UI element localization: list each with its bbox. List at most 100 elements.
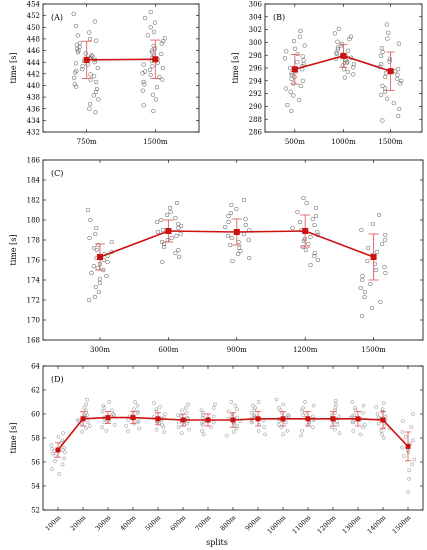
data-point — [104, 428, 109, 433]
data-point — [233, 403, 238, 408]
data-point — [281, 432, 285, 437]
data-point — [382, 74, 388, 80]
y-tick-label: 304 — [249, 13, 263, 21]
data-point — [60, 448, 65, 452]
data-point — [102, 406, 107, 410]
data-point — [234, 206, 239, 212]
data-point — [84, 426, 88, 431]
data-point — [177, 420, 181, 425]
data-point — [94, 86, 100, 92]
data-point — [310, 425, 315, 430]
x-tick-label: 100m — [44, 514, 63, 533]
data-point — [346, 48, 351, 53]
data-point — [151, 29, 157, 35]
data-point — [301, 238, 306, 244]
data-point — [284, 49, 289, 54]
data-point — [337, 414, 341, 419]
data-point — [304, 200, 309, 206]
data-point — [174, 200, 180, 206]
y-tick-label: 448 — [27, 36, 40, 44]
data-point — [308, 262, 313, 268]
data-point — [76, 48, 81, 53]
data-point — [400, 430, 405, 434]
data-point — [289, 108, 294, 114]
data-point — [177, 254, 182, 260]
data-point — [75, 418, 80, 422]
y-tick-label: 186 — [27, 157, 41, 165]
data-point — [73, 70, 78, 75]
data-point — [169, 235, 174, 241]
x-tick-label: 1500m — [378, 138, 403, 146]
data-point — [373, 267, 379, 273]
data-point — [274, 397, 279, 402]
data-point — [72, 82, 77, 87]
data-point — [91, 263, 97, 269]
data-point — [250, 420, 254, 425]
x-tick-label: 1200m — [316, 514, 338, 536]
data-point — [82, 406, 87, 410]
data-point — [311, 403, 316, 408]
y-tick-label: 64 — [31, 363, 40, 371]
mean-line — [86, 58, 156, 61]
data-point — [395, 76, 400, 82]
data-point — [50, 451, 55, 456]
panel-a: 432 434 436 438 440 442 444 446 448 450 452 454 time… — [9, 1, 200, 146]
data-point — [211, 406, 216, 410]
data-point — [342, 75, 347, 80]
data-point — [384, 96, 390, 101]
data-point — [186, 402, 191, 407]
y-tick-label: 292 — [249, 90, 262, 98]
data-point — [347, 37, 352, 42]
data-point — [289, 70, 294, 76]
y-tick-label: 454 — [27, 1, 41, 9]
data-point — [313, 213, 319, 219]
data-point — [288, 89, 293, 94]
data-point — [93, 79, 99, 85]
data-point — [295, 209, 300, 215]
data-point — [382, 264, 387, 270]
data-point — [297, 34, 303, 39]
data-point — [229, 235, 235, 241]
data-point — [395, 67, 401, 72]
data-point — [246, 237, 251, 243]
data-point — [162, 36, 168, 41]
data-point — [383, 70, 389, 76]
mean-marker — [155, 416, 161, 422]
x-tick-label: 900m — [244, 514, 263, 533]
data-point — [315, 229, 320, 235]
x-tick-label: 500m — [144, 514, 163, 533]
panel-label: (C) — [51, 169, 63, 178]
data-point — [249, 410, 254, 415]
data-point — [154, 427, 159, 432]
data-point — [87, 101, 93, 107]
data-point — [412, 457, 417, 462]
data-point — [95, 265, 100, 271]
data-point — [93, 231, 98, 237]
mean-marker — [305, 416, 311, 422]
data-point — [302, 43, 307, 48]
data-point — [135, 420, 140, 425]
data-point — [283, 420, 288, 425]
data-point — [406, 490, 411, 494]
data-point — [96, 97, 101, 102]
data-point — [137, 426, 141, 431]
y-tick-label: 180 — [27, 217, 40, 225]
data-point — [391, 101, 396, 106]
data-point — [178, 231, 183, 237]
data-point — [382, 86, 388, 91]
data-point — [397, 81, 403, 86]
data-point — [49, 443, 54, 448]
y-tick-label: 62 — [31, 387, 40, 395]
data-point — [160, 65, 165, 71]
mean-marker — [291, 66, 298, 73]
data-point — [176, 413, 180, 418]
data-point — [229, 400, 234, 404]
mean-marker — [330, 416, 336, 422]
data-point — [201, 410, 205, 415]
mean-marker — [255, 416, 261, 422]
data-point — [401, 419, 405, 424]
x-tick-label: 1000m — [331, 138, 356, 146]
data-point — [165, 237, 170, 243]
data-point — [100, 425, 104, 430]
data-point — [380, 407, 385, 412]
